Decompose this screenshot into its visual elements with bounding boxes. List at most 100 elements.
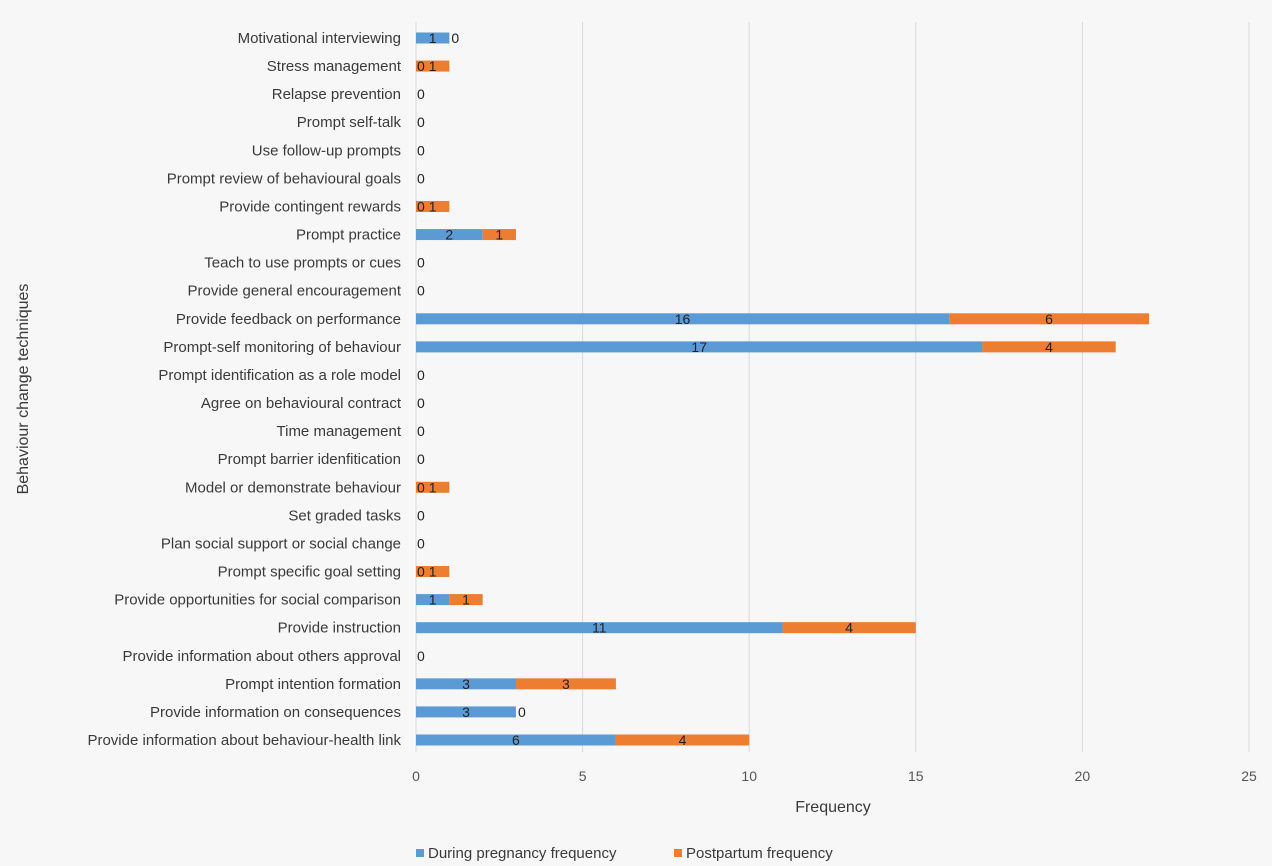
data-label: 0 xyxy=(417,170,425,186)
bar-segment xyxy=(416,594,450,606)
data-label: 0 xyxy=(417,283,425,299)
data-label: 4 xyxy=(1045,339,1053,355)
category-label: Stress management xyxy=(267,58,402,75)
legend-swatch xyxy=(674,849,682,857)
bar-segment xyxy=(416,706,516,718)
category-label: Motivational interviewing xyxy=(238,30,401,47)
bar-segment xyxy=(416,60,450,72)
category-label: Prompt-self monitoring of behaviour xyxy=(163,339,401,356)
x-axis-title: Frequency xyxy=(795,799,871,816)
x-axis-ticks: 0 5 10 15 20 25 xyxy=(412,768,1257,784)
data-label: 4 xyxy=(845,620,853,636)
category-label: Prompt self-talk xyxy=(297,114,402,131)
data-label: 11 xyxy=(592,620,607,636)
data-label: 2 xyxy=(445,227,453,243)
category-label: Provide feedback on performance xyxy=(176,311,401,328)
bar-segment xyxy=(416,341,983,353)
data-label: 0 xyxy=(417,451,425,467)
data-label: 0 xyxy=(417,479,425,495)
bar-segment xyxy=(416,229,483,241)
category-label: Set graded tasks xyxy=(288,507,401,524)
data-label: 6 xyxy=(512,732,520,748)
category-labels: Motivational interviewing Stress manageme… xyxy=(87,30,401,749)
bar-segment xyxy=(515,678,616,690)
category-label: Prompt barrier idenfitication xyxy=(218,451,401,468)
data-label: 4 xyxy=(679,732,687,748)
data-label: 0 xyxy=(518,704,526,720)
y-axis-title: Behaviour change techniques xyxy=(15,284,32,495)
data-label: 0 xyxy=(417,198,425,214)
x-tick-label: 0 xyxy=(412,768,420,784)
bar-segment xyxy=(416,32,450,44)
bar-segment xyxy=(949,313,1150,325)
data-label: 0 xyxy=(417,535,425,551)
data-label: 1 xyxy=(429,479,437,495)
data-label: 1 xyxy=(462,592,470,608)
category-label: Use follow-up prompts xyxy=(252,142,401,159)
bar-segment xyxy=(615,734,750,746)
legend: During pregnancy frequency Postpartum fre… xyxy=(416,845,833,862)
data-label: 0 xyxy=(417,507,425,523)
data-label: 1 xyxy=(429,592,437,608)
bar-segment xyxy=(482,229,516,241)
category-label: Provide contingent rewards xyxy=(219,198,401,215)
legend-label: Postpartum frequency xyxy=(686,845,833,862)
category-label: Provide opportunities for social compari… xyxy=(114,592,401,609)
data-label: 1 xyxy=(429,58,437,74)
data-label: 3 xyxy=(462,704,470,720)
category-label: Agree on behavioural contract xyxy=(201,395,402,412)
category-label: Prompt review of behavioural goals xyxy=(167,170,401,187)
bar-segment xyxy=(416,622,783,634)
bar-segment xyxy=(416,313,950,325)
data-label: 1 xyxy=(429,564,437,580)
bar-segment xyxy=(982,341,1116,353)
category-label: Plan social support or social change xyxy=(161,535,401,552)
data-label: 0 xyxy=(417,86,425,102)
category-label: Teach to use prompts or cues xyxy=(204,255,401,272)
category-label: Provide information about others approva… xyxy=(123,648,402,665)
category-label: Provide instruction xyxy=(278,620,401,637)
data-label: 1 xyxy=(429,30,437,46)
data-label: 0 xyxy=(417,58,425,74)
bar-segment xyxy=(416,734,616,746)
legend-label: During pregnancy frequency xyxy=(428,845,617,862)
category-label: Provide information on consequences xyxy=(150,704,401,721)
category-label: Provide information about behaviour-heal… xyxy=(87,732,401,749)
bar-segment xyxy=(782,622,916,634)
bar-segment xyxy=(416,566,450,578)
bar-segment xyxy=(416,481,450,493)
category-label: Model or demonstrate behaviour xyxy=(185,479,401,496)
x-tick-label: 5 xyxy=(579,768,587,784)
data-label: 1 xyxy=(495,227,503,243)
x-tick-label: 10 xyxy=(741,768,757,784)
x-tick-label: 25 xyxy=(1241,768,1257,784)
data-label: 0 xyxy=(417,564,425,580)
bar-segment xyxy=(416,678,516,690)
category-label: Prompt practice xyxy=(296,227,401,244)
legend-swatch xyxy=(416,849,424,857)
category-label: Prompt intention formation xyxy=(225,676,401,693)
x-tick-label: 15 xyxy=(908,768,924,784)
data-label: 0 xyxy=(417,142,425,158)
data-label: 0 xyxy=(417,255,425,271)
bar-segment xyxy=(449,594,483,606)
data-label: 3 xyxy=(562,676,570,692)
category-label: Prompt specific goal setting xyxy=(218,564,401,581)
data-label: 17 xyxy=(691,339,707,355)
bar-segment xyxy=(416,200,450,212)
category-label: Relapse prevention xyxy=(272,86,401,103)
data-label: 16 xyxy=(675,311,691,327)
data-label: 6 xyxy=(1045,311,1053,327)
category-label: Time management xyxy=(277,423,402,440)
data-label: 3 xyxy=(462,676,470,692)
bars xyxy=(416,32,1150,746)
data-label: 0 xyxy=(451,30,459,46)
gridlines xyxy=(415,22,1250,752)
data-label: 0 xyxy=(417,423,425,439)
data-label: 0 xyxy=(417,648,425,664)
category-label: Provide general encouragement xyxy=(188,283,402,300)
category-label: Prompt identification as a role model xyxy=(158,367,401,384)
data-label: 0 xyxy=(417,114,425,130)
